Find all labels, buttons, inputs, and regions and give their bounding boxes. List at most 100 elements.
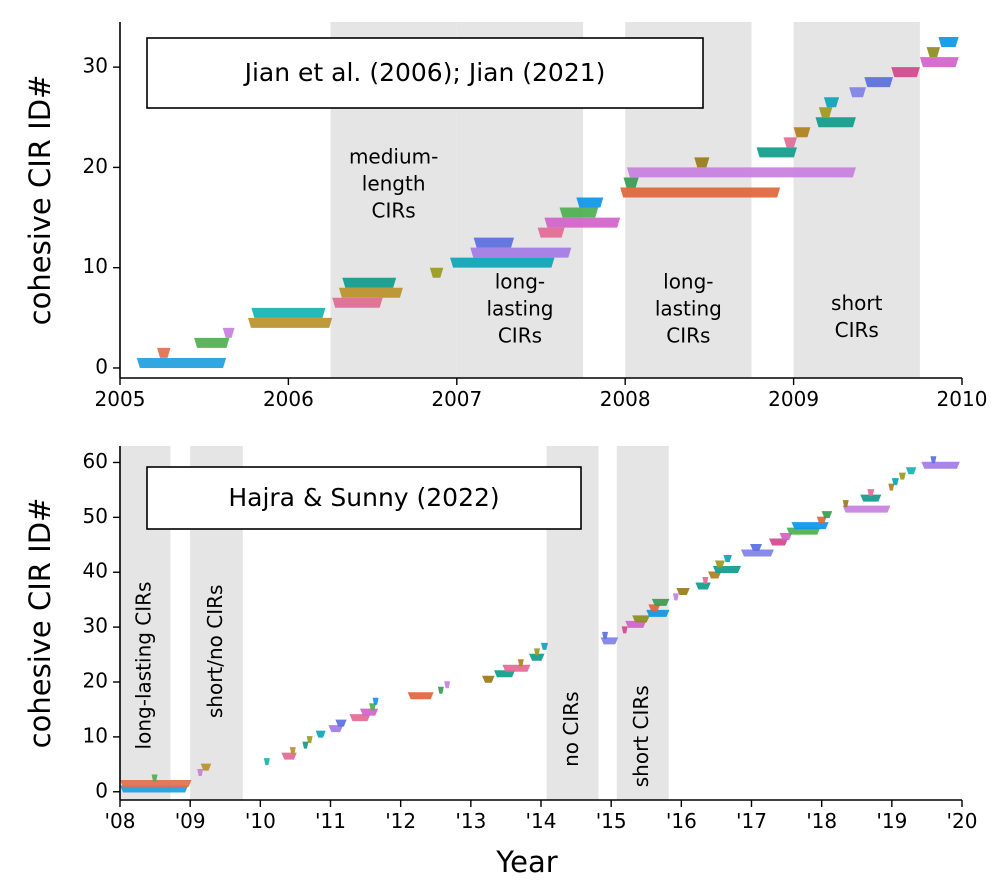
cir-interval [626,167,856,178]
cir-interval [151,774,158,782]
cir-interval [315,730,326,738]
cir-interval [791,522,829,530]
cir-interval [194,337,230,348]
cir-interval [702,576,709,584]
cir-interval [529,653,545,661]
region-label: CIRs [372,199,416,223]
cir-interval [493,670,516,678]
y-tick-label: 20 [83,154,108,178]
region-label: length [362,172,426,196]
cir-interval [842,505,891,513]
cir-interval [786,527,821,535]
y-tick-label: 0 [95,354,108,378]
region-label: short/no CIRs [203,585,227,719]
cir-interval [712,565,741,573]
x-tick-label: 2008 [600,387,651,411]
region-label: short CIRs [629,685,653,787]
cir-interval [715,560,725,568]
x-tick-label: '12 [385,809,416,833]
cir-interval [517,659,524,667]
cir-interval [938,37,959,48]
cir-interval [247,317,333,328]
cir-interval [694,157,710,168]
x-tick-label: '08 [105,809,136,833]
chart-title: Jian et al. (2006); Jian (2021) [243,58,606,87]
cir-interval [302,741,309,749]
y-tick-label: 10 [83,723,108,747]
cir-interval [783,137,797,148]
cir-interval [342,277,397,288]
cir-interval [197,769,204,777]
region-label: lasting [486,297,553,321]
y-axis-label: cohesive CIR ID# [23,498,57,749]
cir-interval [559,207,599,218]
cir-interval [450,257,555,268]
cir-interval [919,57,959,68]
cir-interval [222,327,235,338]
region-label: long- [495,270,545,294]
cir-interval [646,609,670,617]
cir-interval [651,598,670,606]
x-tick-label: 2010 [937,387,988,411]
cir-interval [338,287,403,298]
cir-interval [632,615,650,623]
y-tick-label: 10 [83,254,108,278]
x-tick-label: '20 [947,809,978,833]
cir-interval [263,758,270,766]
cir-interval [623,177,639,188]
title-box [146,466,582,530]
cir-interval [407,692,434,700]
region-label: medium- [349,145,438,169]
cir-interval [136,357,227,368]
chart-title: Hajra & Sunny (2022) [228,483,499,512]
shaded-region [793,22,920,378]
y-tick-label: 20 [83,669,108,693]
cir-interval [921,461,960,469]
region-label: CIRs [498,324,542,348]
cir-interval [888,483,895,491]
cir-interval [898,472,906,480]
x-tick-label: '11 [315,809,346,833]
cir-interval [444,681,451,689]
cir-interval [695,582,711,590]
cir-interval [756,147,797,158]
region-label: long- [663,270,713,294]
cir-interval [281,752,297,760]
cir-interval [860,494,882,502]
y-axis-label: cohesive CIR ID# [23,75,57,326]
cir-interval [707,571,722,579]
cir-interval [793,127,811,138]
x-tick-label: 2009 [768,387,819,411]
cir-interval [620,187,781,198]
cir-interval [926,47,941,58]
y-tick-label: 60 [83,449,108,473]
region-label: short [831,291,883,315]
cir-interval [867,489,875,497]
x-tick-label: 2006 [263,387,314,411]
cir-interval [816,516,827,524]
region-label: no CIRs [559,691,583,766]
cir-interval [864,77,893,88]
x-tick-label: '17 [736,809,767,833]
cir-interval [779,533,793,541]
x-tick-label: 2007 [431,387,482,411]
cir-interval [544,217,621,228]
cir-interval [200,763,212,771]
cir-interval [437,686,444,694]
cir-interval [769,538,788,546]
cir-interval [541,642,549,650]
region-label: long-lasting CIRs [132,582,156,750]
panel-bottom: long-lasting CIRs short/no CIRs no CIRs sho… [23,446,977,879]
cir-interval [676,587,690,595]
x-tick-label: '15 [596,809,627,833]
x-tick-label: '13 [455,809,486,833]
cir-interval [842,500,849,508]
region-label: lasting [655,297,722,321]
cir-interval [120,780,192,788]
cir-interval [815,117,856,128]
cir-interval [349,714,371,722]
y-tick-label: 40 [83,559,108,583]
cir-interval [537,227,565,238]
cir-interval [823,97,840,108]
y-tick-label: 30 [83,614,108,638]
